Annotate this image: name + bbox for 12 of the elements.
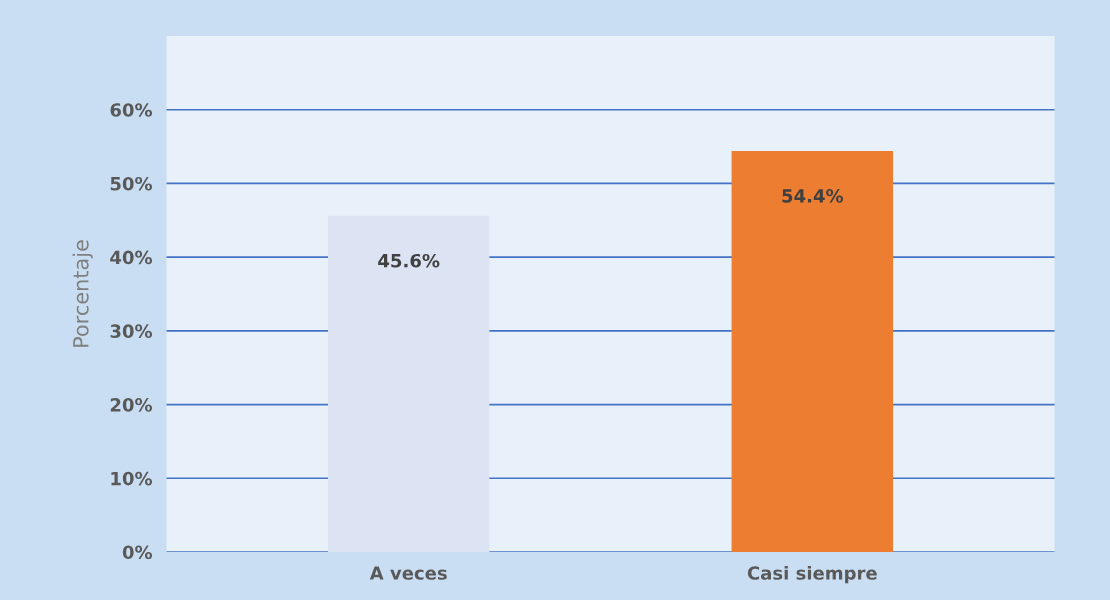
y-tick-label: 10% xyxy=(111,471,153,486)
y-tick-label: 20% xyxy=(110,398,153,412)
y-axis-title: Porcentaje xyxy=(72,240,93,347)
x-tick-label: Casi siempre xyxy=(747,565,877,584)
y-tick-label: 50% xyxy=(110,176,153,191)
x-tick-label: A veces xyxy=(369,566,447,580)
y-tick-label: 30% xyxy=(110,324,153,338)
y-tick-label: 40% xyxy=(110,250,153,265)
data-label: 45.6% xyxy=(378,253,440,268)
data-label: 54.4% xyxy=(782,189,844,203)
y-tick-label: 60% xyxy=(110,103,153,117)
y-tick-label: 0% xyxy=(122,545,153,560)
